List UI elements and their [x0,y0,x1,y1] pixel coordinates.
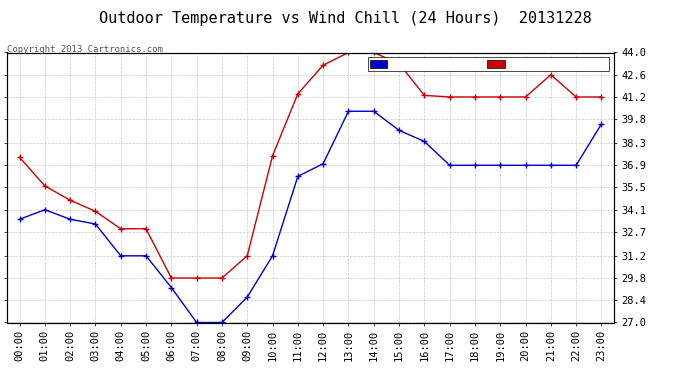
Text: Outdoor Temperature vs Wind Chill (24 Hours)  20131228: Outdoor Temperature vs Wind Chill (24 Ho… [99,11,591,26]
Legend: Wind Chill  (°F), Temperature  (°F): Wind Chill (°F), Temperature (°F) [368,57,609,71]
Text: Copyright 2013 Cartronics.com: Copyright 2013 Cartronics.com [7,45,163,54]
